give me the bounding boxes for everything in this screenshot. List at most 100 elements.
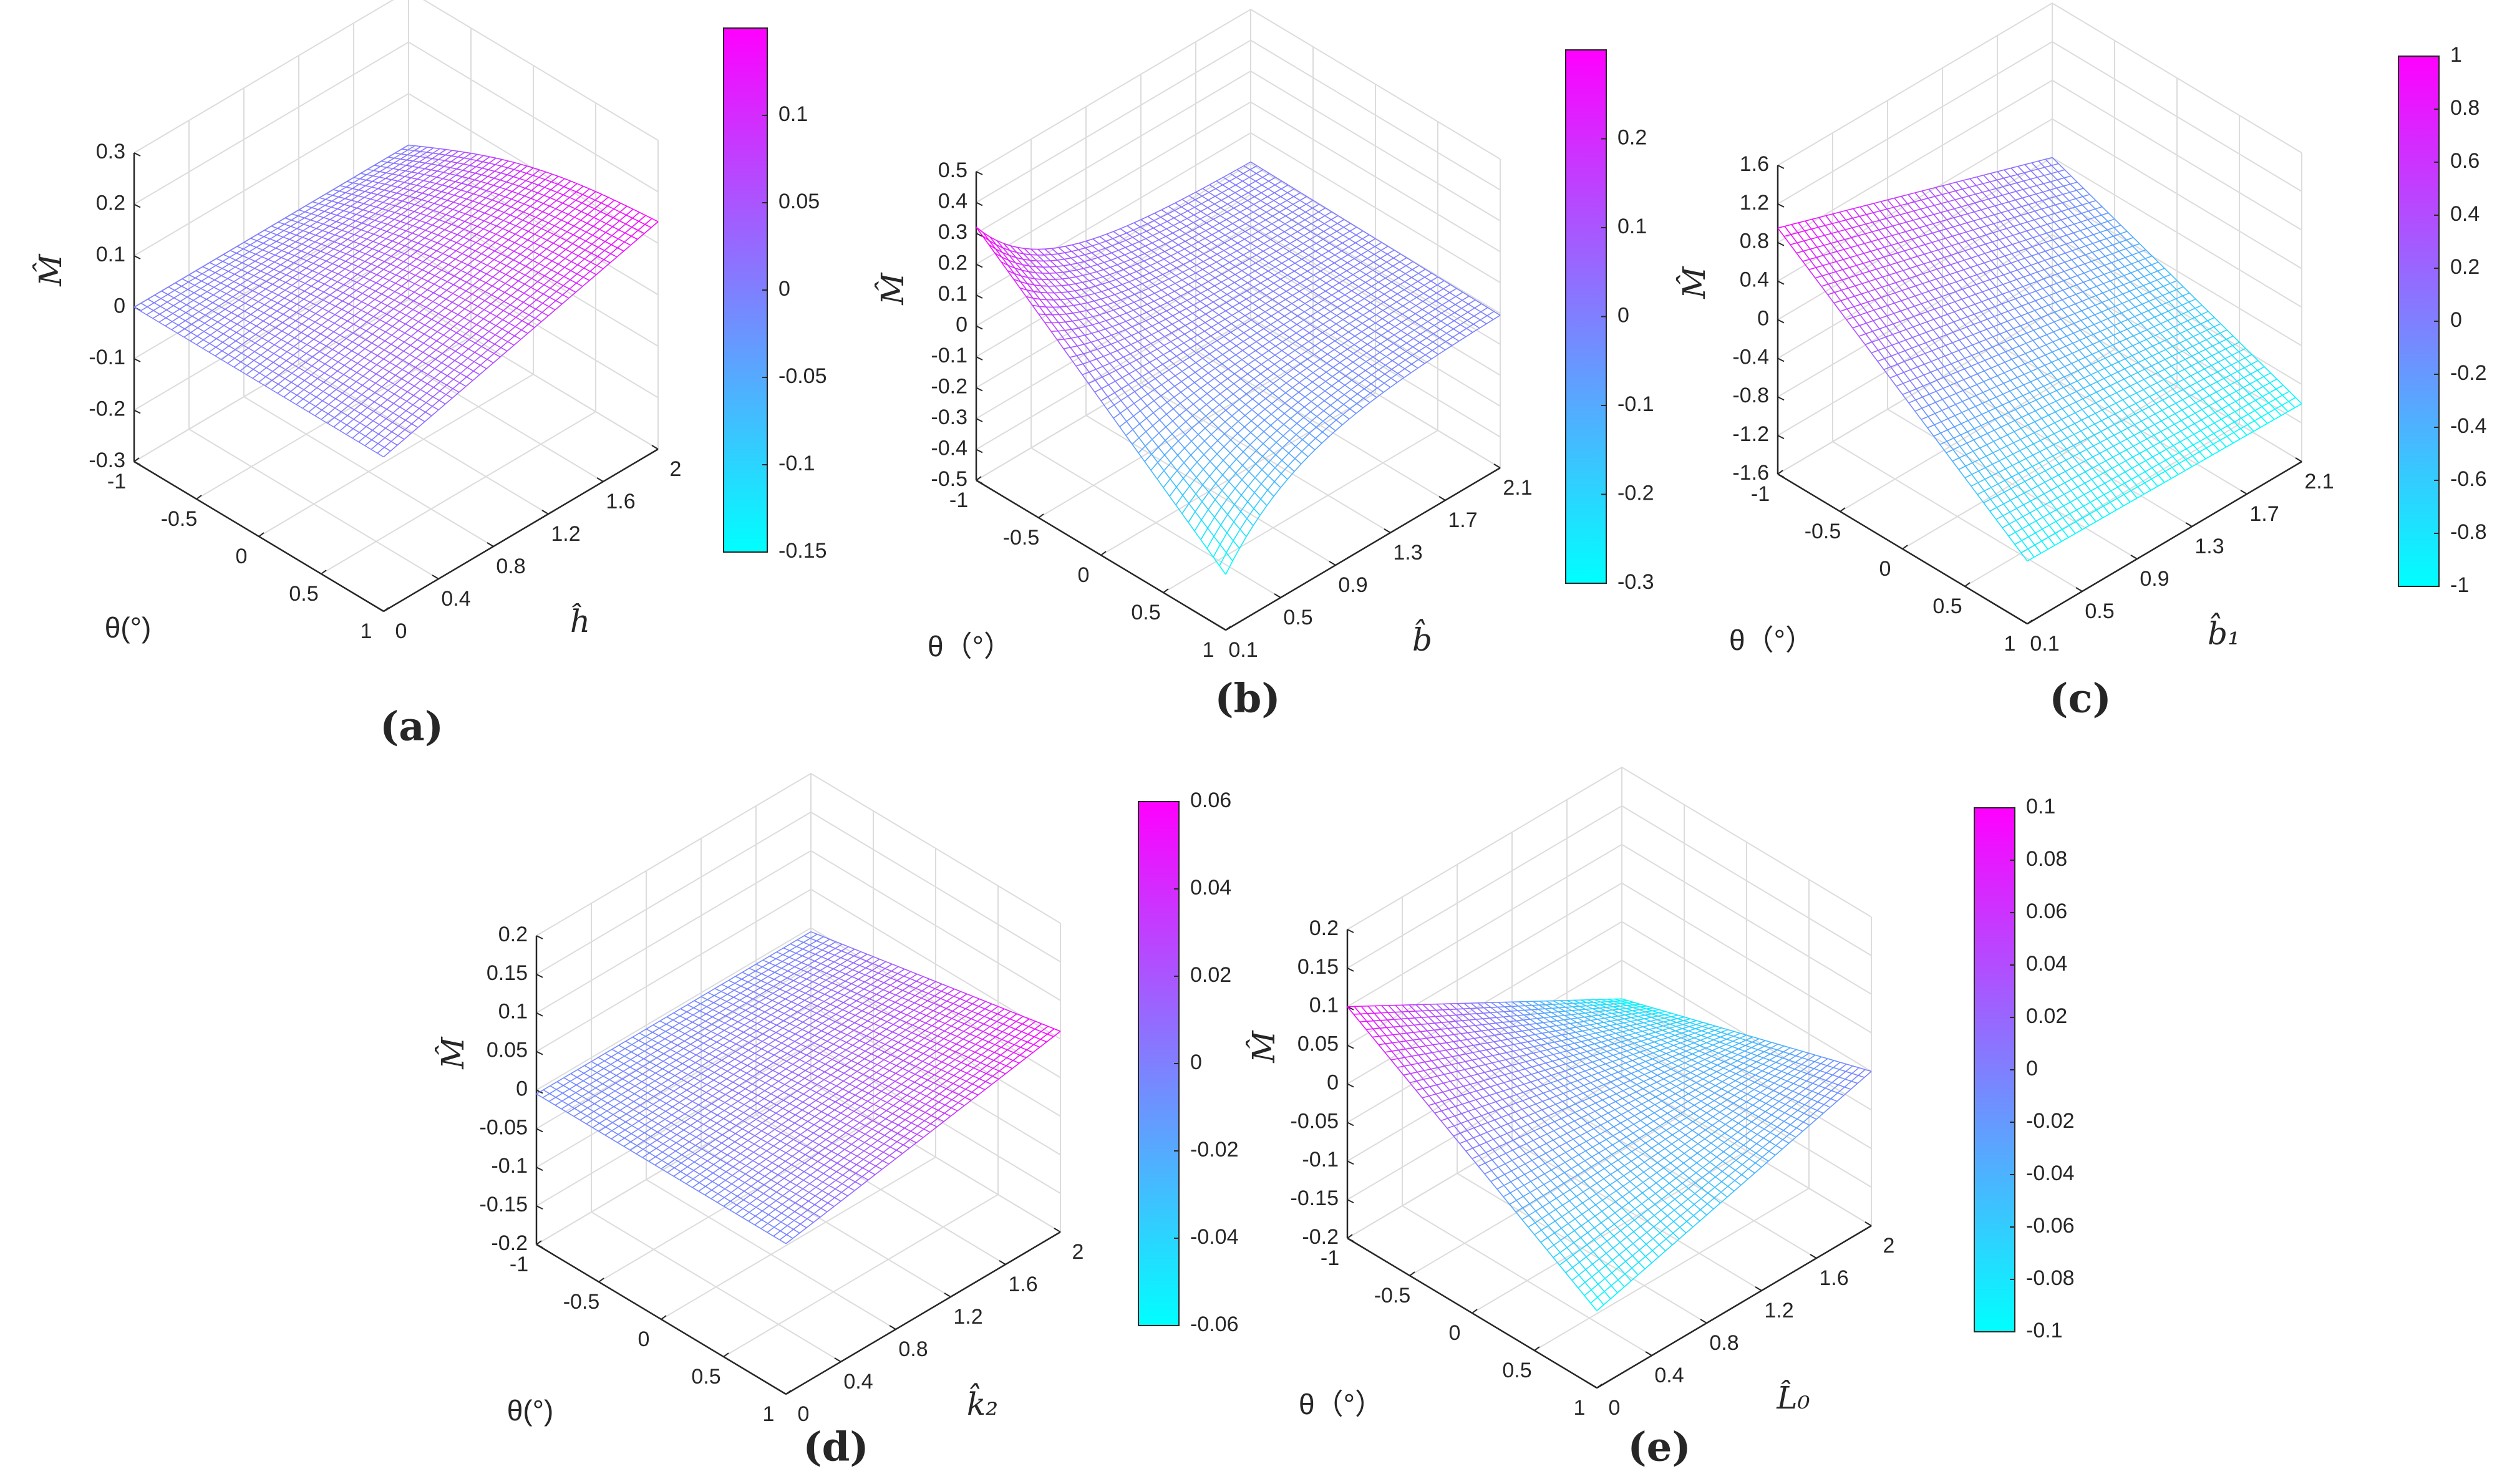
mesh-line xyxy=(393,403,400,408)
mesh-line xyxy=(215,261,223,266)
mesh-line xyxy=(437,170,444,173)
mesh-line xyxy=(508,317,516,324)
mesh-line xyxy=(510,214,517,218)
mesh-line xyxy=(317,211,325,216)
mesh-line xyxy=(447,195,455,201)
mesh-line xyxy=(1221,481,1229,491)
mesh-line xyxy=(306,260,314,264)
mesh-line xyxy=(202,266,210,271)
mesh-line xyxy=(1170,251,1178,256)
mesh-line xyxy=(269,315,277,320)
mesh-line xyxy=(341,236,348,240)
mesh-line xyxy=(1264,307,1273,313)
mesh-line xyxy=(407,297,414,301)
mesh-line xyxy=(480,264,488,271)
mesh-line xyxy=(1401,318,1409,323)
mesh-line xyxy=(389,192,397,198)
mesh-line xyxy=(507,162,515,168)
mesh-line xyxy=(1226,207,1234,213)
mesh-line xyxy=(260,266,268,272)
mesh-line xyxy=(252,285,260,291)
mesh-line xyxy=(1078,247,1086,251)
mesh-line xyxy=(259,367,267,374)
mesh-line xyxy=(404,423,412,430)
mesh-line xyxy=(293,354,300,359)
mesh-line xyxy=(1289,423,1297,430)
mesh-line xyxy=(219,293,227,299)
mesh-line xyxy=(161,290,168,295)
mesh-line xyxy=(432,158,439,160)
mesh-line xyxy=(1324,395,1332,402)
mesh-line xyxy=(334,323,341,327)
mesh-line xyxy=(403,188,410,191)
mesh-line xyxy=(1033,291,1041,293)
mesh-line xyxy=(1231,420,1239,429)
mesh-line xyxy=(588,205,595,210)
mesh-line xyxy=(274,344,281,349)
mesh-line xyxy=(476,228,484,235)
mesh-line xyxy=(494,165,502,172)
mesh-line xyxy=(524,283,531,288)
mesh-line xyxy=(1126,230,1134,234)
mesh-line xyxy=(497,211,505,218)
mesh-line xyxy=(478,197,487,204)
mesh-line xyxy=(1140,304,1148,308)
mesh-line xyxy=(1335,327,1343,333)
mesh-line xyxy=(1284,219,1292,225)
mesh-line xyxy=(284,213,293,219)
mesh-line xyxy=(1087,300,1095,304)
mesh-line xyxy=(1094,388,1102,393)
mesh-line xyxy=(319,258,327,262)
mesh-line xyxy=(611,244,618,249)
mesh-line xyxy=(479,273,487,280)
mesh-line xyxy=(296,312,303,316)
mesh-line xyxy=(548,306,556,311)
mesh-line xyxy=(369,205,377,208)
mesh-line xyxy=(566,225,575,233)
mesh-line xyxy=(190,332,198,337)
mesh-line xyxy=(526,167,534,174)
mesh-line xyxy=(1248,270,1256,276)
mesh-line xyxy=(1363,302,1371,308)
mesh-line xyxy=(235,344,243,350)
mesh-line xyxy=(1314,263,1322,268)
mesh-line xyxy=(385,233,394,240)
mesh-line xyxy=(353,419,361,424)
mesh-line xyxy=(391,179,399,182)
mesh-line xyxy=(420,213,427,216)
mesh-line xyxy=(414,199,422,205)
mesh-line xyxy=(1163,255,1171,260)
mesh-line xyxy=(264,299,272,306)
mesh-line xyxy=(421,194,429,200)
mesh-line xyxy=(307,335,314,340)
mesh-line xyxy=(255,249,263,255)
mesh-line xyxy=(1072,242,1080,246)
mesh-line xyxy=(426,147,434,153)
mesh-line xyxy=(404,253,411,257)
mesh-line xyxy=(1117,254,1125,258)
mesh-line xyxy=(1057,252,1065,255)
mesh-line xyxy=(1248,180,1256,186)
mesh-line xyxy=(411,235,419,241)
mesh-line xyxy=(304,213,312,219)
mesh-line xyxy=(288,241,296,247)
mesh-line xyxy=(549,296,556,301)
mesh-line xyxy=(1074,289,1082,292)
mesh-line xyxy=(284,284,293,291)
mesh-line xyxy=(1287,359,1295,365)
mesh-line xyxy=(1185,230,1193,235)
mesh-line xyxy=(1293,363,1301,369)
mesh-line xyxy=(365,430,373,437)
mesh-line xyxy=(525,182,533,189)
mesh-line xyxy=(1137,346,1145,351)
mesh-line xyxy=(392,169,400,175)
mesh-line xyxy=(529,299,537,306)
mesh-line xyxy=(233,288,240,293)
mesh-line xyxy=(441,191,448,194)
mesh-line xyxy=(215,268,223,273)
mesh-line xyxy=(1130,341,1138,345)
mesh-line xyxy=(422,269,429,273)
mesh-line xyxy=(1196,454,1205,463)
mesh-line xyxy=(481,340,489,347)
mesh-line xyxy=(233,281,241,286)
